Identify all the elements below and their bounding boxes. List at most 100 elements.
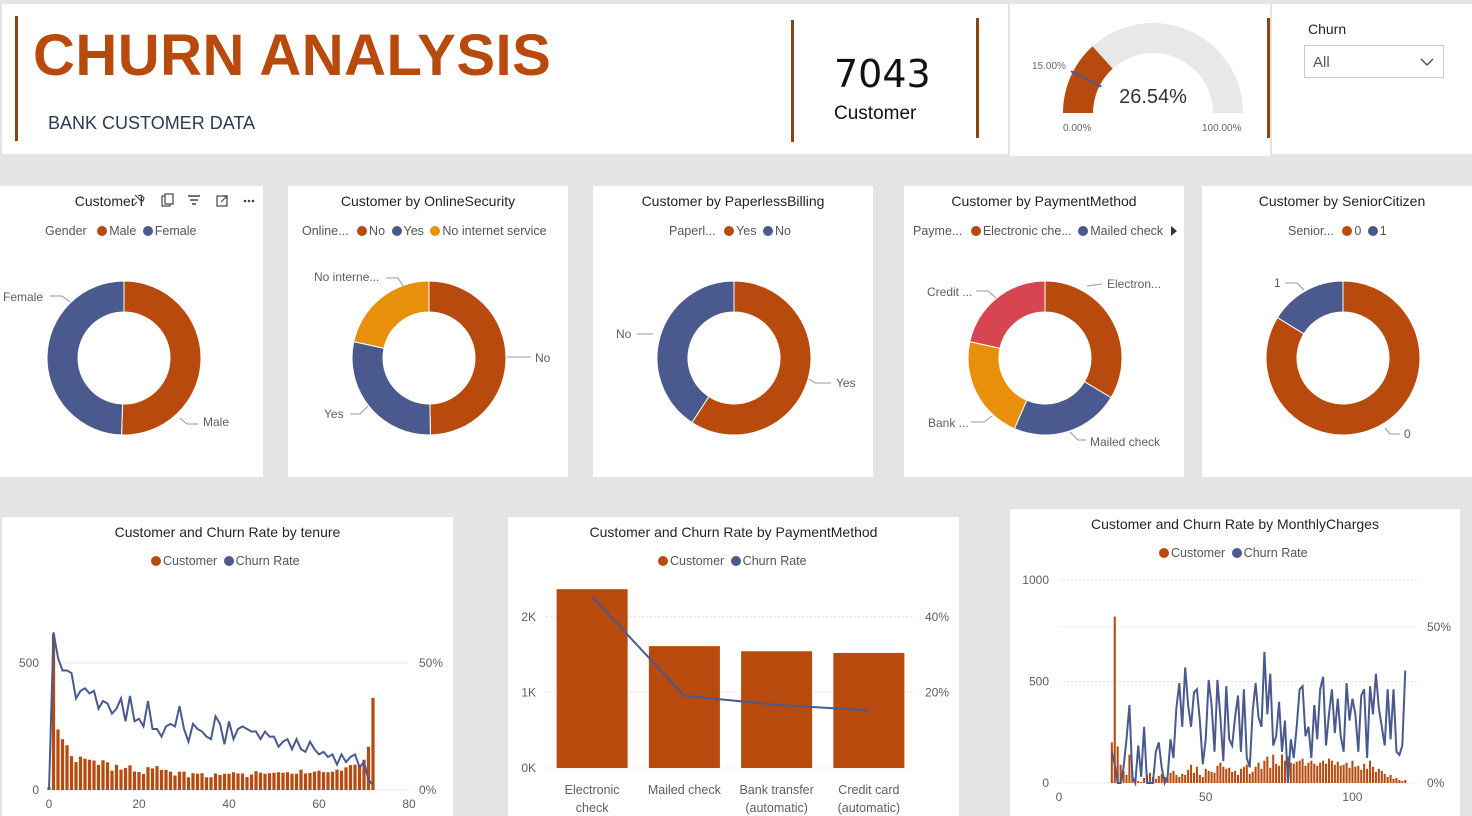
y-tick-label: 500 — [19, 656, 39, 670]
legend-swatch-yes — [724, 226, 735, 236]
customer-bar — [51, 634, 56, 790]
customer-bar — [1248, 773, 1251, 783]
churn-slicer-dropdown[interactable]: All — [1304, 45, 1444, 78]
legend-next-icon[interactable] — [1170, 225, 1178, 237]
donut-slice-electron[interactable] — [1044, 280, 1123, 399]
focus-mode-icon[interactable] — [216, 195, 228, 207]
donut-card-onlinesecurity[interactable]: Customer by OnlineSecurity Online... No … — [288, 186, 568, 477]
donut-slice-yes[interactable] — [351, 341, 431, 436]
customer-bar[interactable] — [741, 651, 813, 768]
customer-bar — [191, 773, 195, 790]
customer-bar — [1395, 777, 1398, 783]
customer-bar — [1313, 763, 1316, 783]
customer-bar — [1351, 760, 1354, 783]
customer-bar — [1380, 770, 1383, 783]
gauge-max-label: 100.00% — [1202, 123, 1242, 134]
donut-slice-mailed-check[interactable] — [1013, 380, 1112, 436]
donut-slice-bank[interactable] — [967, 341, 1028, 430]
filter-icon[interactable] — [188, 195, 200, 205]
slice-label-female: Female — [3, 290, 43, 304]
customer-bar — [1363, 763, 1366, 783]
chart-title: Customer I — [74, 193, 144, 209]
customer-bar — [1119, 764, 1122, 783]
donut-card-paymentmethod[interactable]: Customer by PaymentMethod Payme... Elect… — [904, 186, 1184, 477]
churn-gauge[interactable]: 26.54% 15.00% 0.00% 100.00% — [1010, 4, 1270, 154]
customer-bar[interactable] — [833, 652, 905, 768]
y2-tick-label: 0% — [419, 783, 437, 797]
customer-bar — [1275, 763, 1278, 783]
donut-slice-yes[interactable] — [691, 280, 812, 436]
donut-slice-0[interactable] — [1265, 280, 1421, 436]
customer-bar — [1289, 762, 1292, 783]
pin-icon[interactable] — [132, 194, 145, 207]
donut-slice-1[interactable] — [1276, 280, 1344, 335]
legend-swatch-1 — [1367, 226, 1378, 236]
customer-bar — [1336, 761, 1339, 783]
customer-bar — [1166, 777, 1169, 783]
customer-bar — [1389, 774, 1392, 783]
slice-label-yes: Yes — [324, 407, 344, 421]
donut-card-gender[interactable]: Customer I Gender Male Female Male Femal… — [0, 186, 263, 477]
customer-bar — [209, 777, 213, 790]
donut-slice-no-interne[interactable] — [353, 280, 430, 349]
customer-bar — [281, 772, 285, 790]
customer-bar — [119, 769, 123, 790]
customer-bar — [1304, 765, 1307, 783]
combo-card-paymentmethod[interactable]: Customer and Churn Rate by PaymentMethod… — [508, 517, 959, 816]
customer-bar — [1172, 770, 1175, 783]
customer-bar — [123, 767, 128, 790]
slice-label-no-internet: No interne... — [314, 270, 379, 284]
donut-slice-no[interactable] — [656, 280, 735, 424]
customer-bar[interactable] — [648, 646, 720, 768]
combo-card-tenure[interactable]: Customer and Churn Rate by tenure Custom… — [2, 517, 453, 816]
customer-bar — [294, 773, 299, 790]
customer-bar — [272, 772, 276, 790]
legend-swatch-no — [357, 226, 368, 236]
leader-line — [976, 290, 997, 299]
customer-bar — [114, 764, 119, 790]
combo-card-monthlycharges[interactable]: Customer and Churn Rate by MonthlyCharge… — [1010, 509, 1460, 816]
customer-bar — [74, 762, 78, 790]
customer-bar — [1392, 778, 1395, 783]
customer-bar — [1231, 771, 1234, 783]
donut-slice-male[interactable] — [121, 280, 202, 436]
customer-bar — [173, 775, 177, 790]
page-title: CHURN ANALYSIS — [33, 23, 552, 88]
customer-bar — [1301, 758, 1304, 783]
chart-legend: Senior... 0 1 — [1288, 224, 1387, 238]
y-tick-label: 2K — [521, 610, 536, 624]
x-tick-label: 20 — [132, 797, 146, 811]
copy-icon[interactable] — [161, 193, 174, 207]
customer-bar — [56, 729, 60, 790]
donut-slice-no[interactable] — [428, 280, 507, 436]
customer-count-value: 7043 — [834, 52, 931, 96]
customer-bar — [1298, 760, 1301, 783]
churn-slicer-value: All — [1313, 54, 1330, 71]
customer-bar — [1404, 779, 1407, 783]
y2-tick-label: 50% — [1427, 620, 1451, 634]
legend-swatch-0 — [1342, 226, 1353, 236]
x-tick-label: 60 — [312, 797, 326, 811]
donut-card-paperlessbilling[interactable]: Customer by PaperlessBilling Paperl... Y… — [593, 186, 873, 477]
accent-bar-kpi-right — [976, 18, 979, 138]
legend-swatch-no-internet — [430, 226, 441, 236]
customer-bar — [177, 771, 182, 790]
customer-bar[interactable] — [556, 589, 628, 768]
more-options-icon[interactable] — [243, 199, 255, 203]
chart-legend: Customer Churn Rate — [148, 554, 300, 568]
customer-bar — [1234, 770, 1237, 783]
customer-bar — [150, 768, 155, 790]
donut-slice-female[interactable] — [46, 280, 125, 436]
customer-bar — [141, 773, 146, 790]
customer-bar — [1143, 777, 1146, 783]
slice-label-no: No — [616, 327, 632, 341]
leader-line — [971, 415, 993, 423]
churn-rate-line — [48, 632, 374, 791]
y2-tick-label: 0% — [1427, 776, 1445, 790]
donut-slice-credit[interactable] — [969, 280, 1046, 349]
donut-card-seniorcitizen[interactable]: Customer by SeniorCitizen Senior... 0 1 … — [1202, 186, 1472, 477]
customer-bar — [1216, 765, 1219, 783]
churn-rate-line — [1110, 651, 1407, 787]
churn-rate-line — [591, 596, 869, 712]
customer-bar — [348, 765, 353, 790]
